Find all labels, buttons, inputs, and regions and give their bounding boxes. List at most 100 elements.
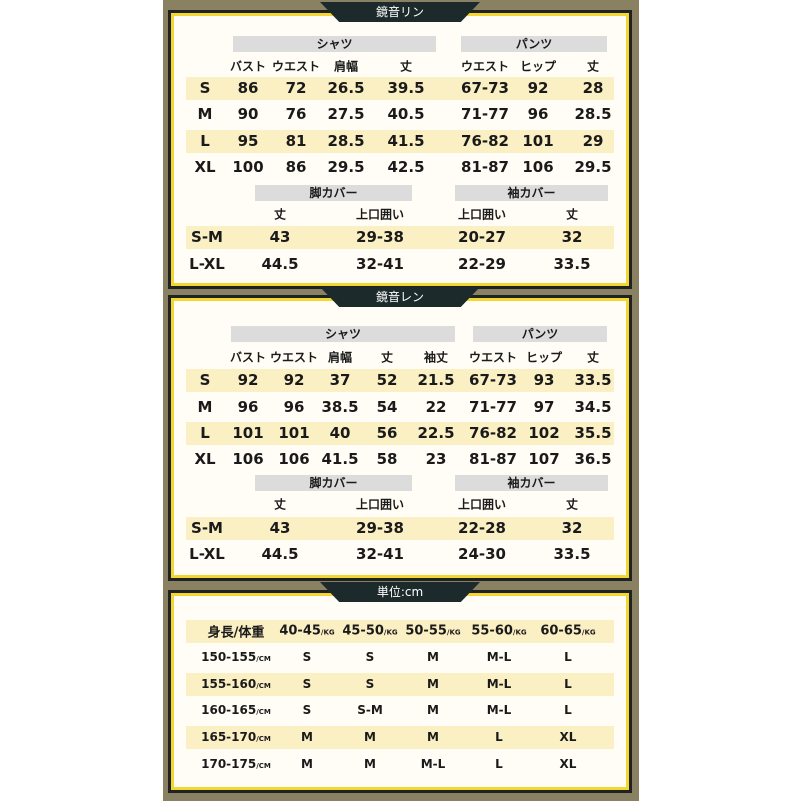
weight-range: 50-55 <box>405 623 447 639</box>
height-label: 160-165/CM <box>201 703 271 717</box>
table-cell: 93 <box>533 371 555 389</box>
table-cell: 41.5 <box>387 132 425 150</box>
table-cell: 32-41 <box>356 545 404 563</box>
table-cell: 106 <box>232 450 264 468</box>
table-cell: 76-82 <box>461 132 509 150</box>
row-highlight <box>186 726 614 749</box>
table-cell: 81-87 <box>469 450 517 468</box>
row-highlight <box>186 620 614 643</box>
size-label: S-M <box>191 519 223 537</box>
column-header: 肩幅 <box>327 350 353 365</box>
row-highlight <box>186 226 614 249</box>
table-cell: 22-29 <box>458 255 506 273</box>
table-cell: 29.5 <box>327 158 365 176</box>
shirt-header: シャツ <box>233 36 436 52</box>
size-cell: M <box>301 757 313 771</box>
height-unit: /CM <box>256 655 271 663</box>
size-cell: XL <box>559 757 577 771</box>
weight-range: 60-65 <box>540 623 582 639</box>
table-cell: 44.5 <box>261 545 299 563</box>
column-header: バスト <box>229 350 267 365</box>
size-cell: S <box>365 650 375 664</box>
size-cell: M <box>364 730 376 744</box>
size-cell: S-M <box>357 703 383 717</box>
weight-header: 60-65/KG <box>540 624 595 639</box>
cover-column-header: 丈 <box>565 497 579 512</box>
table-cell: 22.5 <box>417 424 455 442</box>
weight-unit: /KG <box>446 628 461 637</box>
cover-column-header: 丈 <box>565 207 579 222</box>
cover-column-header: 丈 <box>273 497 287 512</box>
weight-range: 55-60 <box>471 623 513 639</box>
cover-column-header: 上口囲い <box>457 207 507 222</box>
sleeve-cover-header: 袖カバー <box>455 475 608 491</box>
table-cell: 42.5 <box>387 158 425 176</box>
column-header: ウエスト <box>269 350 319 365</box>
size-label: M <box>197 398 213 416</box>
height-label: 150-155/CM <box>201 650 271 664</box>
table-cell: 67-73 <box>469 371 517 389</box>
table-cell: 37 <box>329 371 351 389</box>
size-label: XL <box>194 158 216 176</box>
table-cell: 100 <box>232 158 264 176</box>
row-highlight <box>186 422 614 445</box>
table-cell: 33.5 <box>553 255 591 273</box>
size-cell: L <box>495 757 503 771</box>
table-cell: 32 <box>561 228 583 246</box>
column-header: 丈 <box>399 59 413 74</box>
size-cell: S <box>365 677 375 691</box>
column-header: 丈 <box>586 59 600 74</box>
cover-column-header: 上口囲い <box>355 497 405 512</box>
row-highlight <box>186 77 614 100</box>
height-unit: /CM <box>256 682 271 690</box>
size-cell: L <box>564 677 572 691</box>
table-cell: 38.5 <box>321 398 359 416</box>
shirt-header: シャツ <box>231 326 455 342</box>
size-cell: S <box>302 703 312 717</box>
table-cell: 92 <box>527 79 549 97</box>
cover-column-header: 上口囲い <box>457 497 507 512</box>
table-cell: 102 <box>528 424 560 442</box>
table-cell: 44.5 <box>261 255 299 273</box>
rin-size-panel: 鏡音リン シャツ パンツ バスト ウエスト 肩幅丈ウエスト ヒップ丈 S 86 72 26.5 39.… <box>168 2 632 289</box>
weight-range: 40-45 <box>279 623 321 639</box>
column-header: 丈 <box>586 350 600 365</box>
table-cell: 32 <box>561 519 583 537</box>
column-header: 袖丈 <box>423 350 449 365</box>
table-cell: 29.5 <box>574 158 612 176</box>
size-cell: L <box>564 650 572 664</box>
sleeve-cover-header: 袖カバー <box>455 185 608 201</box>
table-cell: 96 <box>283 398 305 416</box>
height-label: 165-170/CM <box>201 730 271 744</box>
table-cell: 96 <box>527 105 549 123</box>
column-header: ヒップ <box>519 59 557 74</box>
column-header: 丈 <box>380 350 394 365</box>
height-range: 170-175 <box>201 757 257 771</box>
size-cell: M-L <box>486 650 512 664</box>
row-highlight <box>186 130 614 153</box>
table-cell: 106 <box>278 450 310 468</box>
size-guide-panel: 単位:cm 身長/体重 40-45/KG 45-50/KG 50-55/KG 55-60/… <box>168 582 632 793</box>
pants-header: パンツ <box>461 36 607 52</box>
table-cell: 71-77 <box>469 398 517 416</box>
table-cell: 54 <box>376 398 398 416</box>
size-cell: S <box>302 677 312 691</box>
weight-unit: /KG <box>512 628 527 637</box>
row-highlight <box>186 673 614 696</box>
table-cell: 92 <box>283 371 305 389</box>
size-cell: M-L <box>486 703 512 717</box>
table-cell: 90 <box>237 105 259 123</box>
table-cell: 92 <box>237 371 259 389</box>
pants-header: パンツ <box>473 326 607 342</box>
size-cell: M-L <box>420 757 446 771</box>
table-cell: 24-30 <box>458 545 506 563</box>
table-cell: 76 <box>285 105 307 123</box>
size-cell: M <box>427 730 439 744</box>
weight-unit: /KG <box>320 628 335 637</box>
row-highlight <box>186 517 614 540</box>
size-cell: M-L <box>486 677 512 691</box>
cover-column-header: 上口囲い <box>355 207 405 222</box>
table-cell: 107 <box>528 450 560 468</box>
table-cell: 101 <box>232 424 264 442</box>
size-cell: M <box>301 730 313 744</box>
